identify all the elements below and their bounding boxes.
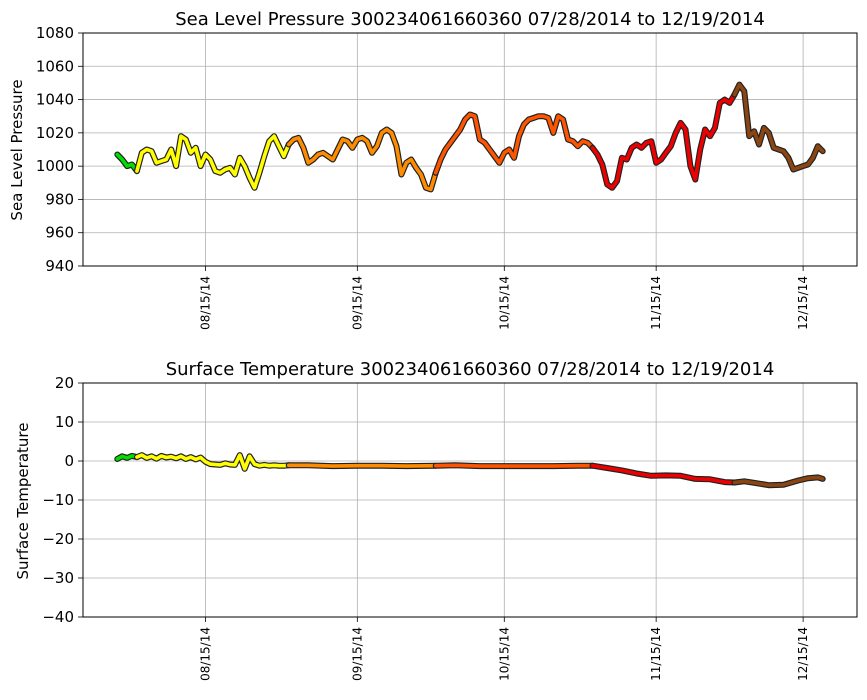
x-tick-label: 11/15/14: [649, 276, 663, 330]
x-tick-label: 10/15/14: [497, 276, 511, 330]
chart-title: Sea Level Pressure 300234061660360 07/28…: [175, 9, 765, 30]
y-tick-label: 10: [55, 413, 74, 431]
y-tick-label: 1040: [36, 91, 74, 109]
x-tick-label: 10/15/14: [497, 627, 511, 681]
y-tick-label: −20: [42, 530, 74, 548]
x-tick-label: 08/15/14: [198, 276, 212, 330]
y-tick-label: 1000: [36, 157, 74, 175]
y-tick-label: 0: [64, 452, 74, 470]
y-tick-label: 980: [45, 190, 74, 208]
series-line: [433, 112, 595, 175]
series-line: [135, 134, 291, 190]
x-tick-label: 11/15/14: [649, 627, 663, 681]
y-axis-label: Sea Level Pressure: [8, 79, 26, 220]
y-tick-label: −40: [42, 608, 74, 626]
surface-temperature-panel: Surface Temperature 300234061660360 07/2…: [14, 359, 858, 681]
temperature-series: [114, 452, 826, 489]
y-tick-label: 1020: [36, 124, 74, 142]
y-tick-label: −30: [42, 569, 74, 587]
series-line: [286, 463, 438, 468]
series-line: [433, 463, 595, 468]
x-ticks: 08/15/14 09/15/14 10/15/14 11/15/14 12/15/14: [198, 266, 810, 330]
x-tick-label: 09/15/14: [350, 276, 364, 330]
series-line: [135, 453, 291, 471]
series-line: [115, 454, 139, 461]
y-tick-label: 20: [55, 374, 74, 392]
chart-title: Surface Temperature 300234061660360 07/2…: [166, 359, 775, 380]
series-line: [590, 463, 737, 485]
x-tick-label: 09/15/14: [350, 627, 364, 681]
y-ticks: −40 −30 −20 −10 0 10 20: [42, 374, 83, 626]
x-ticks: 08/15/14 09/15/14 10/15/14 11/15/14 12/15/14: [198, 617, 810, 681]
series-line: [732, 82, 825, 172]
y-tick-label: 1060: [36, 57, 74, 75]
y-ticks: 940 960 980 1000 1020 1040 1060 1080: [36, 24, 83, 275]
y-tick-label: 940: [45, 257, 74, 275]
y-axis-label: Surface Temperature: [14, 423, 32, 580]
y-tick-label: 960: [45, 224, 74, 242]
y-tick-label: −10: [42, 491, 74, 509]
series-line: [286, 127, 438, 192]
y-tick-label: 1080: [36, 24, 74, 42]
series-line: [115, 152, 139, 173]
series-outline: [432, 111, 596, 176]
sea-level-pressure-panel: Sea Level Pressure 300234061660360 07/28…: [8, 9, 858, 330]
series-outline: [589, 91, 738, 191]
plot-frame: [82, 32, 858, 267]
x-tick-label: 12/15/14: [796, 627, 810, 681]
grid: [83, 383, 857, 617]
series-line: [732, 475, 825, 488]
series-line: [590, 92, 737, 190]
pressure-series: [114, 81, 826, 193]
x-tick-label: 12/15/14: [796, 276, 810, 330]
x-tick-label: 08/15/14: [198, 627, 212, 681]
